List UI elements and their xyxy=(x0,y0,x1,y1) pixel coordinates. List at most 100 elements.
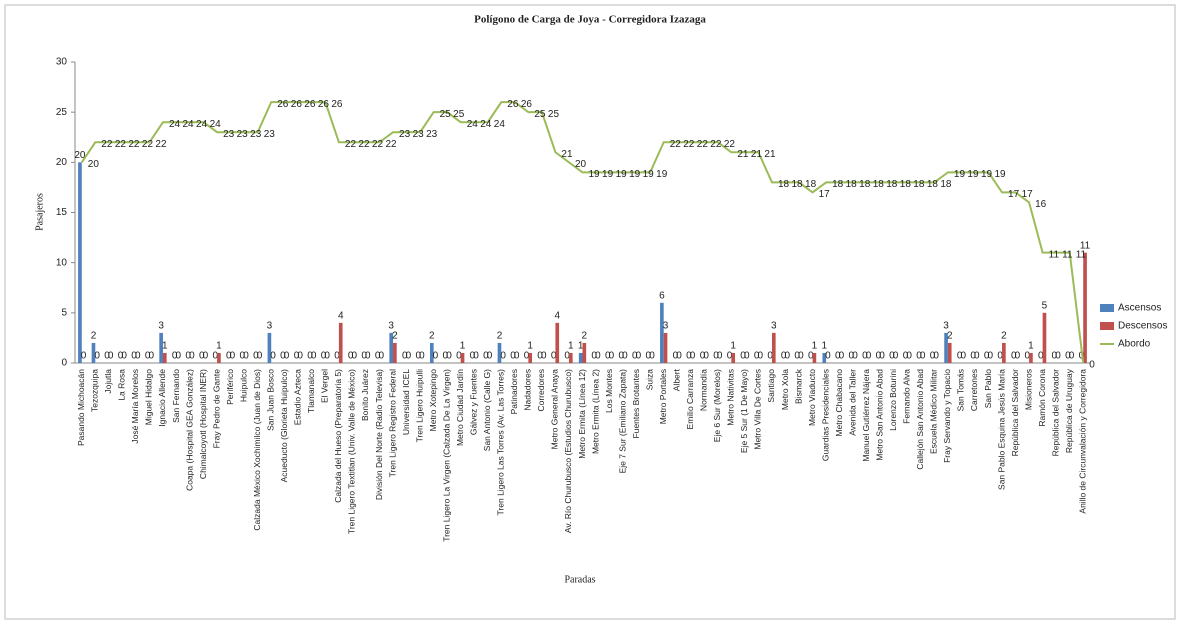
x-tick-label: Bismarck xyxy=(793,368,803,404)
data-label: 22 xyxy=(155,139,167,150)
x-tick-label: La Rosa xyxy=(117,369,127,401)
data-label: 0 xyxy=(591,351,597,362)
data-label: 0 xyxy=(825,351,831,362)
x-tick-label: San Pablo Esquina Jesús María xyxy=(996,369,1006,490)
data-label: 3 xyxy=(158,321,164,332)
data-label: 21 xyxy=(764,149,776,160)
data-label: 0 xyxy=(172,351,178,362)
y-tick-label: 0 xyxy=(61,358,67,369)
data-label: 0 xyxy=(808,351,814,362)
data-label: 0 xyxy=(1055,351,1061,362)
legend-swatch xyxy=(1100,304,1114,312)
data-label: 2 xyxy=(429,331,435,342)
data-label: 19 xyxy=(629,169,641,180)
x-tick-label: Patinadores xyxy=(509,369,519,414)
bar xyxy=(568,352,573,363)
bar xyxy=(389,332,394,363)
data-label: 26 xyxy=(331,99,343,110)
data-label: 24 xyxy=(196,119,208,130)
data-label: 17 xyxy=(1022,189,1034,200)
x-tick-label: Carretones xyxy=(969,369,979,411)
data-label: 0 xyxy=(649,351,655,362)
bar xyxy=(822,352,827,363)
data-label: 18 xyxy=(832,179,844,190)
data-label: 18 xyxy=(805,179,817,190)
x-tick-label: Eje 5 Sur (1 De Mayo) xyxy=(739,369,749,453)
data-label: 23 xyxy=(237,129,249,140)
data-label: 0 xyxy=(889,351,895,362)
bar xyxy=(660,302,664,363)
data-label: 0 xyxy=(510,351,516,362)
x-tick-label: Chimalcoyotl (Hospital INER) xyxy=(198,369,208,479)
y-tick-label: 5 xyxy=(61,307,67,318)
y-tick-label: 30 xyxy=(56,57,68,68)
data-label: 0 xyxy=(1089,360,1095,371)
data-label: 11 xyxy=(1076,249,1087,260)
data-label: 0 xyxy=(537,351,543,362)
bar xyxy=(460,352,465,363)
bar xyxy=(528,352,533,363)
data-label: 21 xyxy=(751,149,763,160)
data-label: 0 xyxy=(294,351,300,362)
bar xyxy=(267,332,272,363)
x-tick-label: Ramón Corona xyxy=(1037,369,1047,427)
data-label: 0 xyxy=(104,351,110,362)
data-label: 21 xyxy=(737,149,749,160)
data-label: 19 xyxy=(656,169,668,180)
x-tick-label: Gálvez y Fuentes xyxy=(468,369,478,435)
data-label: 0 xyxy=(632,351,638,362)
data-label: 0 xyxy=(866,351,872,362)
data-label: 22 xyxy=(683,139,695,150)
data-label: 0 xyxy=(717,351,723,362)
data-label: 6 xyxy=(659,290,665,301)
data-label: 0 xyxy=(744,351,750,362)
data-label: 1 xyxy=(568,341,574,352)
x-tick-label: Anillo de Circunvalación y Corregidora xyxy=(1077,369,1087,514)
data-label: 18 xyxy=(859,179,871,190)
x-tick-label: Corredores xyxy=(536,369,546,412)
x-tick-label: Fray Pedro de Gante xyxy=(211,369,221,449)
data-label: 22 xyxy=(115,139,127,150)
x-tick-label: Tren Ligero La Virgen (Calzada De La Vir… xyxy=(441,369,451,542)
data-label: 23 xyxy=(399,129,411,140)
data-label: 0 xyxy=(1065,351,1071,362)
bar xyxy=(1083,252,1087,363)
data-label: 0 xyxy=(375,351,381,362)
data-label: 2 xyxy=(392,331,398,342)
data-label: 0 xyxy=(321,351,327,362)
bar xyxy=(429,342,434,363)
data-label: 0 xyxy=(703,351,709,362)
x-tick-label: Jojutla xyxy=(103,369,113,394)
x-tick-label: Tren Ligero Las Torres (Av. Las Torres) xyxy=(496,369,506,516)
data-label: 3 xyxy=(267,321,273,332)
data-label: 0 xyxy=(297,351,303,362)
x-tick-label: San Antonio (Calle G) xyxy=(482,369,492,451)
data-label: 11 xyxy=(1049,249,1060,260)
data-label: 0 xyxy=(118,351,124,362)
bar xyxy=(78,162,82,363)
data-label: 0 xyxy=(893,351,899,362)
legend-swatch xyxy=(1100,322,1114,330)
data-label: 21 xyxy=(561,149,573,160)
data-label: 0 xyxy=(406,351,412,362)
bar xyxy=(1042,312,1047,363)
data-label: 0 xyxy=(879,351,885,362)
x-tick-label: Fuentes Brotantes xyxy=(631,369,641,438)
x-tick-label: San Tomás xyxy=(956,369,966,411)
data-label: 20 xyxy=(575,159,587,170)
x-tick-label: Tlamanalco xyxy=(306,369,316,413)
x-tick-label: Metro Ermita (Línea 2) xyxy=(590,369,600,454)
data-label: 0 xyxy=(916,351,922,362)
bar xyxy=(812,352,817,363)
data-label: 11 xyxy=(1062,249,1073,260)
data-label: 22 xyxy=(372,139,384,150)
bar xyxy=(555,322,560,363)
bar xyxy=(217,352,221,363)
data-label: 26 xyxy=(277,99,289,110)
data-label: 0 xyxy=(419,351,425,362)
data-label: 0 xyxy=(852,351,858,362)
data-label: 18 xyxy=(927,179,939,190)
data-label: 0 xyxy=(145,351,151,362)
data-label: 0 xyxy=(415,351,421,362)
x-tick-label: Metro Ermita (Línea 12) xyxy=(577,369,587,459)
